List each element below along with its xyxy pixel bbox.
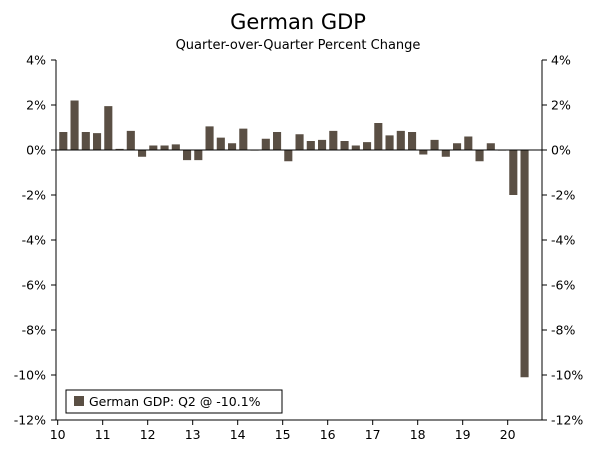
bar-2018Q1 bbox=[419, 150, 428, 155]
bar-2019Q1 bbox=[464, 136, 473, 150]
bar-series bbox=[59, 100, 529, 378]
bar-2017Q1 bbox=[374, 123, 383, 150]
bar-2020Q1 bbox=[509, 150, 518, 195]
bar-2015Q4 bbox=[318, 139, 327, 151]
y-tick-label-left: 2% bbox=[26, 98, 46, 113]
bar-2012Q2 bbox=[160, 145, 169, 150]
bar-2017Q3 bbox=[396, 130, 405, 151]
bar-2015Q2 bbox=[295, 134, 304, 150]
bar-2018Q4 bbox=[453, 143, 462, 150]
bar-2019Q3 bbox=[486, 143, 495, 150]
bar-2016Q2 bbox=[340, 141, 349, 150]
bar-2017Q4 bbox=[408, 132, 417, 150]
x-tick-labels: 10 11 12 13 14 15 16 17 18 19 20 bbox=[50, 427, 516, 442]
bar-2011Q3 bbox=[126, 130, 135, 151]
y-tick-label-left: -8% bbox=[22, 323, 46, 338]
bar-2011Q1 bbox=[104, 106, 113, 151]
y-tick-label-right: 4% bbox=[551, 53, 571, 68]
bar-2020Q2 bbox=[520, 150, 529, 378]
bar-2012Q3 bbox=[171, 144, 180, 151]
legend: German GDP: Q2 @ -10.1% bbox=[65, 389, 283, 414]
bar-2011Q2 bbox=[115, 148, 124, 151]
bar-2013Q3 bbox=[216, 137, 225, 151]
y-tick-label-right: -8% bbox=[551, 323, 575, 338]
bar-2012Q4 bbox=[183, 150, 192, 161]
y-tick-label-right: 2% bbox=[551, 98, 571, 113]
y-tick-label-left: -6% bbox=[22, 278, 46, 293]
y-tick-label-right: 0% bbox=[551, 143, 571, 158]
bar-2010Q2 bbox=[70, 100, 79, 150]
x-tick-label: 11 bbox=[95, 427, 111, 442]
x-tick-label: 13 bbox=[185, 427, 201, 442]
y-tick-label-right: -12% bbox=[551, 413, 583, 428]
x-tick-label: 17 bbox=[365, 427, 381, 442]
bar-2018Q2 bbox=[430, 139, 439, 151]
y-tick-label-left: -4% bbox=[22, 233, 46, 248]
bar-2016Q1 bbox=[329, 130, 338, 151]
bar-2010Q4 bbox=[93, 133, 102, 151]
x-tick-label: 10 bbox=[50, 427, 66, 442]
x-tick-label: 19 bbox=[455, 427, 471, 442]
y-tick-label-right: -6% bbox=[551, 278, 575, 293]
bar-2015Q1 bbox=[284, 150, 293, 162]
y-tick-label-left: -10% bbox=[14, 368, 46, 383]
chart-title: German GDP bbox=[230, 10, 366, 34]
bar-2010Q3 bbox=[81, 132, 90, 150]
bar-2016Q3 bbox=[351, 145, 360, 150]
y-tick-label-left: 0% bbox=[26, 143, 46, 158]
bar-2014Q4 bbox=[273, 132, 282, 150]
bar-2012Q1 bbox=[149, 145, 158, 150]
bar-2013Q1 bbox=[194, 150, 203, 161]
y-tick-label-left: 4% bbox=[26, 53, 46, 68]
legend-swatch bbox=[74, 396, 84, 406]
x-tick-label: 15 bbox=[275, 427, 291, 442]
legend-label: German GDP: Q2 @ -10.1% bbox=[89, 394, 261, 409]
bar-2010Q1 bbox=[59, 132, 68, 150]
y-tick-label-right: -2% bbox=[551, 188, 575, 203]
bar-2015Q3 bbox=[306, 141, 315, 150]
x-tick-label: 20 bbox=[500, 427, 516, 442]
chart-subtitle: Quarter-over-Quarter Percent Change bbox=[176, 38, 421, 53]
x-tick-label: 14 bbox=[230, 427, 246, 442]
x-tick-label: 12 bbox=[140, 427, 156, 442]
bar-2018Q3 bbox=[441, 150, 450, 157]
y-tick-label-left: -12% bbox=[14, 413, 46, 428]
bar-2014Q3 bbox=[261, 138, 270, 150]
x-tick-label: 16 bbox=[320, 427, 336, 442]
bar-2014Q1 bbox=[239, 128, 248, 151]
bar-2011Q4 bbox=[138, 150, 147, 157]
bar-2016Q4 bbox=[363, 142, 372, 151]
legend-box bbox=[65, 389, 283, 414]
bar-2013Q2 bbox=[205, 126, 214, 151]
y-tick-label-right: -4% bbox=[551, 233, 575, 248]
y-tick-label-left: -2% bbox=[22, 188, 46, 203]
y-tick-label-right: -10% bbox=[551, 368, 583, 383]
x-tick-label: 18 bbox=[410, 427, 426, 442]
axes bbox=[51, 59, 547, 425]
y-tick-labels-left: 4% 2% 0% -2% -4% -6% -8% -10% -12% bbox=[14, 53, 46, 428]
bar-2013Q4 bbox=[228, 143, 237, 150]
bar-2017Q2 bbox=[385, 135, 394, 151]
y-tick-labels-right: 4% 2% 0% -2% -4% -6% -8% -10% -12% bbox=[551, 53, 583, 428]
bar-2019Q2 bbox=[475, 150, 484, 162]
